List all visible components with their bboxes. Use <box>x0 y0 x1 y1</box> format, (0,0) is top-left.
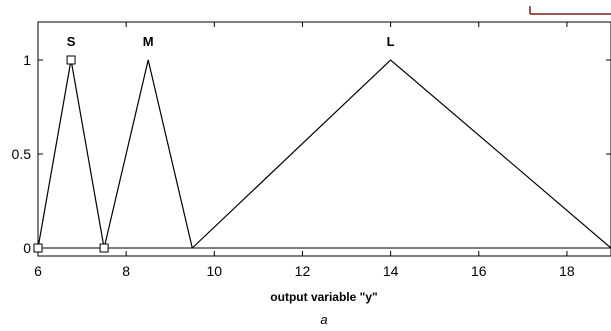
x-axis-label: output variable "y" <box>270 290 377 304</box>
selected-point-markers <box>33 55 109 253</box>
y-tick-label: 0.5 <box>12 146 32 162</box>
point-marker[interactable] <box>33 243 43 253</box>
point-marker[interactable] <box>99 243 109 253</box>
x-tick-label: 16 <box>471 263 487 279</box>
point-marker[interactable] <box>66 55 76 65</box>
mf-label-s: S <box>67 34 76 49</box>
mf-line-l <box>191 59 611 249</box>
series-lines <box>37 59 611 249</box>
x-axis: 6 8 10 12 14 16 18 <box>34 22 575 279</box>
figure-caption: a <box>320 312 327 327</box>
x-tick-label: 6 <box>34 263 42 279</box>
x-tick-label: 10 <box>207 263 223 279</box>
y-axis: 00.51 <box>12 52 611 256</box>
x-tick-label: 8 <box>122 263 130 279</box>
x-tick-label: 12 <box>295 263 311 279</box>
mf-label-m: M <box>143 34 154 49</box>
mf-line-m <box>103 59 193 249</box>
plot-area <box>37 21 611 257</box>
y-tick-label: 1 <box>23 52 31 68</box>
x-tick-label: 14 <box>383 263 399 279</box>
mf-line-s <box>37 59 105 249</box>
y-tick-label: 0 <box>23 240 31 256</box>
mf-label-l: L <box>387 34 395 49</box>
x-tick-label: 18 <box>559 263 575 279</box>
